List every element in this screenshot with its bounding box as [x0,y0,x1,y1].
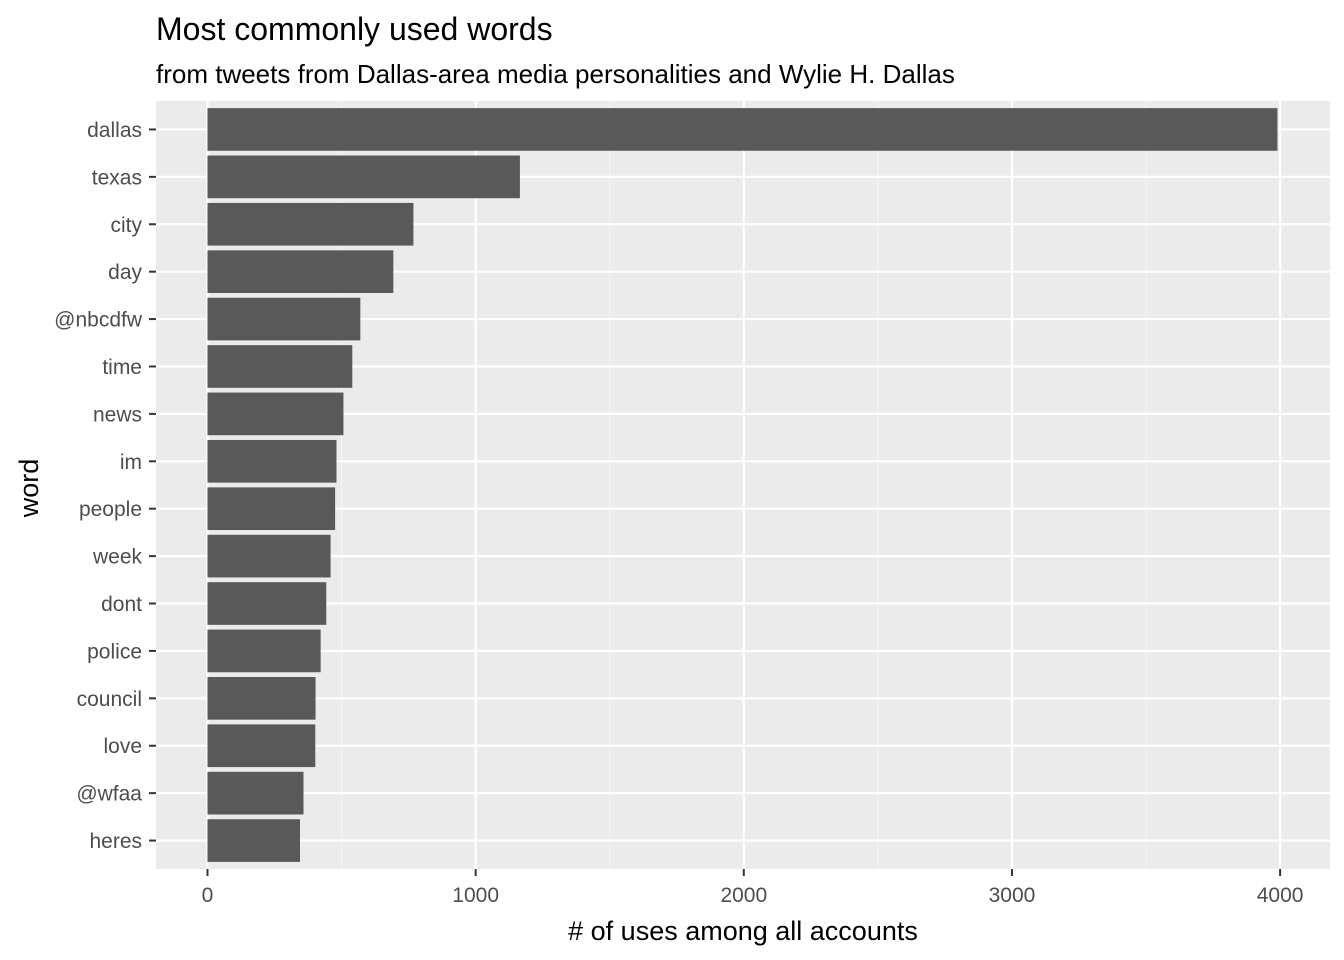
y-tick-label: day [108,261,142,284]
y-tick-label: people [79,498,142,521]
chart-subtitle: from tweets from Dallas-area media perso… [156,59,955,89]
y-tick-label: council [77,688,142,711]
y-tick-label: love [103,735,142,758]
x-tick-label: 1000 [452,884,499,907]
x-tick-label: 3000 [989,884,1036,907]
y-tick-label: dont [101,593,142,616]
y-tick-label: texas [92,166,142,189]
bar-wfaa [207,771,304,815]
bar-texas [207,155,520,199]
bar-dallas [207,108,1278,151]
y-tick-label: heres [89,830,142,853]
x-tick-label: 0 [202,884,214,907]
bar-council [207,677,316,720]
bar-city [207,202,414,246]
bar-people [207,487,336,531]
bar-dont [207,582,327,625]
bar-day [207,250,394,293]
bar-police [207,629,321,673]
y-tick-label: police [87,640,142,663]
bar-heres [207,819,301,862]
y-tick-label: week [92,546,143,569]
major-gridlines-x [206,101,1282,869]
bar-love [207,724,316,768]
y-tick-label: @wfaa [76,783,142,806]
bar-news [207,392,344,436]
y-tick-label: time [102,356,142,379]
x-axis: 0 1000 2000 3000 4000 [202,869,1304,907]
y-axis-title: word [14,459,44,519]
y-axis: dallas texas city day @nbcdfw time news im peopl… [54,119,156,853]
x-tick-label: 2000 [720,884,767,907]
bars [207,108,1278,862]
bar-im [207,439,337,483]
y-tick-label: news [93,403,142,426]
chart-title: Most commonly used words [156,11,553,47]
y-tick-label: im [120,451,142,474]
y-tick-label: @nbcdfw [54,309,143,332]
y-tick-label: dallas [87,119,142,142]
bar-time [207,345,353,388]
x-axis-title: # of uses among all accounts [568,916,918,946]
x-tick-label: 4000 [1257,884,1304,907]
bar-nbcdfw [207,297,361,341]
y-tick-label: city [111,214,143,237]
bar-week [207,534,331,578]
